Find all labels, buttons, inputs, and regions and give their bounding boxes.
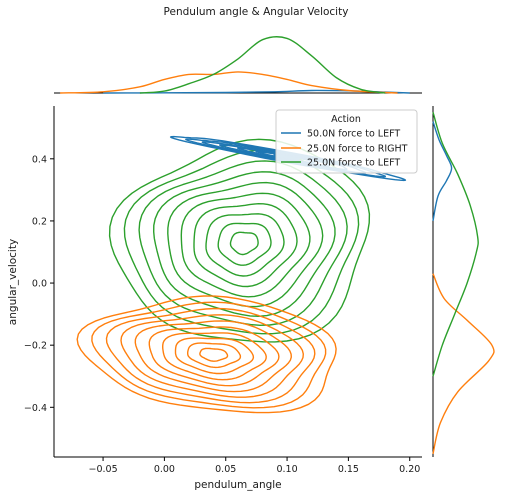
kde-contour-1: [76, 295, 337, 414]
x-marginal-curve-1: [60, 71, 398, 94]
y-tick-label: −0.2: [24, 341, 47, 352]
top-marginal-curves: [60, 36, 410, 94]
x-tick-label: −0.05: [89, 464, 118, 475]
kde-contour-2: [123, 149, 360, 335]
legend-label-1: 50.0N force to LEFT: [307, 129, 400, 140]
right-marginal-curves: [432, 111, 495, 455]
x-tick-label: 0.10: [276, 464, 297, 475]
legend-entry-3: 25.0N force to LEFT: [281, 158, 400, 169]
legend-box: [275, 109, 418, 174]
kde-contour-1: [120, 314, 304, 398]
kde-contour-1: [134, 320, 292, 393]
kde-contour-1: [148, 326, 280, 387]
x-tick-label: 0.05: [215, 464, 236, 475]
kde-contour-2: [108, 138, 371, 343]
kde-contour-1: [174, 337, 255, 375]
kde-contour-2: [229, 231, 259, 256]
kde-contour-1: [105, 307, 316, 404]
x-marginal-curve-2: [139, 36, 386, 94]
x-axis-ticks: −0.05 0.00 0.05 0.10 0.15 0.20: [89, 457, 420, 475]
x-axis-label: pendulum_angle: [194, 479, 281, 491]
kde-contour-2: [193, 203, 298, 288]
kde-contour-1: [162, 332, 267, 381]
y-tick-label: −0.4: [24, 403, 47, 414]
x-tick-label: 0.20: [399, 464, 420, 475]
legend: Action 50.0N force to LEFT 25.0N force t…: [275, 109, 418, 174]
legend-entry-2: 25.0N force to RIGHT: [281, 144, 408, 155]
y-marginal-curve-0: [432, 121, 453, 222]
right-marginal-panel: [432, 106, 495, 457]
y-tick-label: 0.4: [32, 154, 47, 165]
top-marginal-panel: [54, 36, 422, 94]
y-marginal-curve-1: [432, 273, 495, 455]
kde-contours: [76, 135, 407, 414]
y-tick-label: 0.2: [32, 216, 47, 227]
kde-contour-2: [205, 213, 285, 277]
y-axis-ticks: −0.4 −0.2 0.0 0.2 0.4: [24, 154, 54, 414]
legend-title: Action: [331, 114, 361, 125]
kde-contour-2: [153, 171, 336, 317]
x-tick-label: 0.00: [154, 464, 175, 475]
x-tick-label: 0.15: [338, 464, 359, 475]
kde-contour-2: [217, 222, 272, 266]
legend-label-3: 25.0N force to LEFT: [307, 158, 400, 169]
kde-contour-2: [180, 192, 311, 298]
kde-contour-2: [167, 181, 324, 308]
y-tick-label: 0.0: [32, 279, 47, 290]
main-plot-area: −0.05 0.00 0.05 0.10 0.15 0.20 −0.4 −0.2 0.0 0.2…: [7, 106, 422, 491]
y-axis-label: angular_velocity: [7, 239, 19, 325]
y-marginal-curve-2: [432, 111, 479, 377]
legend-label-2: 25.0N force to RIGHT: [307, 144, 408, 155]
kde-contour-1: [199, 347, 229, 362]
legend-entry-1: 50.0N force to LEFT: [281, 129, 400, 140]
kde-contour-1: [187, 342, 242, 369]
chart-title: Pendulum angle & Angular Velocity: [164, 6, 349, 18]
kde-contour-1: [91, 301, 327, 409]
